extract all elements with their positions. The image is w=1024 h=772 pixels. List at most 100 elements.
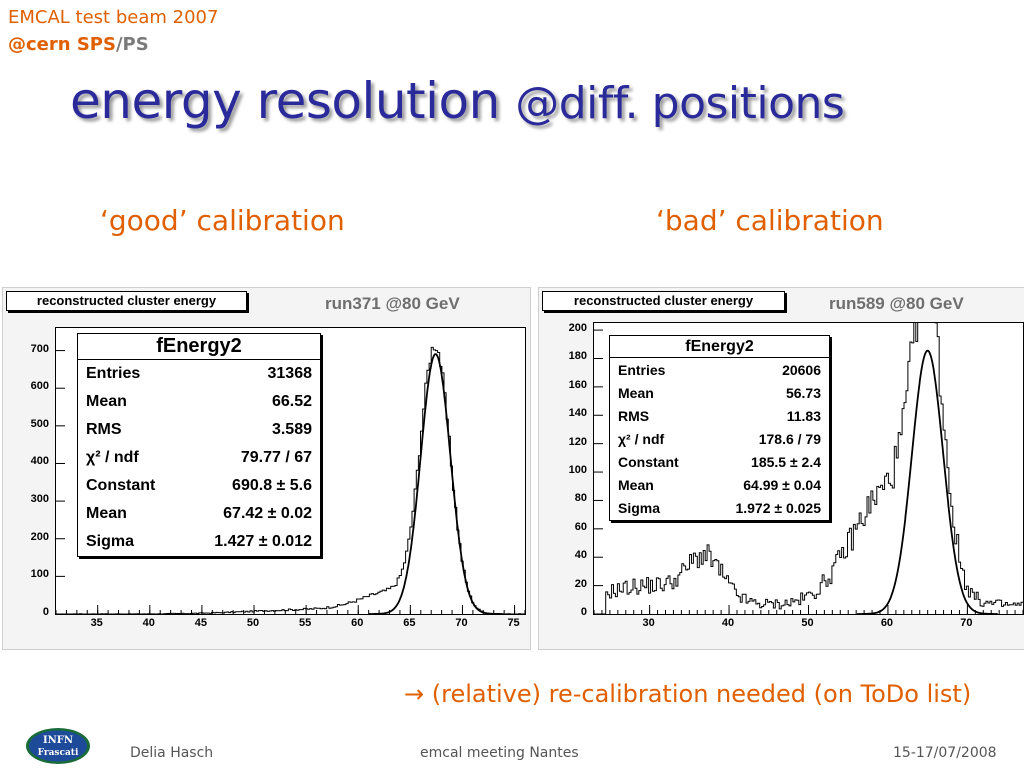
stats-value: 67.42 ± 0.02 [223, 505, 312, 522]
stats-row: χ² / ndf 79.77 / 67 [78, 444, 320, 472]
stats-label: Constant [86, 477, 156, 494]
header-line1: EMCAL test beam 2007 [8, 7, 219, 28]
gaussian-fit-curve [368, 353, 503, 614]
header-line2: @cern SPS/PS [8, 34, 149, 55]
logo-text-frascati: Frascati [38, 748, 79, 758]
header-sep: / [115, 34, 123, 55]
stats-label: Entries [618, 361, 666, 378]
gaussian-fit-curve [857, 349, 998, 614]
y-tick-label: 0 [580, 606, 587, 618]
footer-date: 15-17/07/2008 [893, 745, 997, 761]
stats-label: Mean [86, 393, 127, 410]
header-ps: PS [122, 34, 149, 55]
x-tick-label: 45 [194, 617, 208, 629]
y-tick-label: 120 [568, 435, 587, 448]
y-tick-label: 0 [42, 606, 49, 618]
stats-row: Mean 64.99 ± 0.04 [610, 473, 829, 496]
x-tick-label: 60 [880, 617, 894, 629]
right-hist-title: reconstructed cluster energy [542, 291, 785, 311]
right-heading: ‘bad’ calibration [656, 204, 884, 237]
stats-row: RMS 11.83 [610, 404, 829, 427]
header-cern-sps: @cern SPS [8, 34, 116, 55]
stats-row: Entries 31368 [78, 360, 320, 388]
stats-label: Mean [618, 476, 654, 493]
y-tick-label: 140 [568, 407, 587, 420]
stats-label: χ² / ndf [86, 449, 139, 466]
left-hist-title: reconstructed cluster energy [6, 291, 247, 311]
y-tick-label: 600 [30, 380, 49, 393]
right-stats-table: Entries 20606 Mean 56.73 RMS 11.83 χ² / ndf 178… [610, 358, 829, 519]
title-small: @diff. positions [515, 78, 845, 129]
x-tick-label: 40 [142, 617, 155, 629]
histogram-bins [594, 323, 1023, 614]
stats-row: Sigma 1.427 ± 0.012 [78, 528, 320, 556]
stats-row: Sigma 1.972 ± 0.025 [610, 496, 829, 519]
logo-text-infn: INFN [43, 735, 73, 746]
left-stats-title: fEnergy2 [78, 334, 320, 360]
slide-title: energy resolution @diff. positions [70, 72, 845, 130]
stats-value: 56.73 [785, 384, 821, 401]
x-tick-label: 40 [721, 617, 735, 629]
stats-row: Mean 66.52 [78, 388, 320, 416]
histogram-svg [594, 323, 1023, 614]
stats-value: 64.99 ± 0.04 [743, 476, 821, 493]
stats-label: Mean [618, 384, 654, 401]
y-tick-label: 40 [574, 549, 587, 562]
stats-row: Mean 67.42 ± 0.02 [78, 500, 320, 528]
x-tick-label: 50 [246, 617, 260, 629]
y-tick-label: 200 [30, 530, 49, 543]
x-tick-label: 70 [960, 617, 973, 629]
x-tick-label: 30 [642, 617, 655, 629]
y-tick-label: 400 [30, 455, 49, 468]
stats-row: Entries 20606 [610, 358, 829, 381]
stats-label: RMS [618, 407, 650, 424]
right-stats-box: fEnergy2 Entries 20606 Mean 56.73 RMS 11.83 χ²… [609, 335, 830, 521]
left-run-label: run371 @80 GeV [325, 294, 460, 313]
stats-value: 20606 [782, 361, 821, 378]
stats-value: 185.5 ± 2.4 [751, 453, 821, 470]
y-tick-label: 160 [568, 378, 587, 391]
title-main: energy resolution [70, 72, 516, 130]
right-stats-title: fEnergy2 [610, 336, 829, 358]
histogram-svg [56, 346, 525, 614]
stats-value: 690.8 ± 5.6 [232, 477, 312, 494]
stats-value: 66.52 [271, 393, 312, 410]
x-tick-label: 50 [801, 617, 814, 629]
x-tick-label: 65 [403, 617, 416, 629]
y-tick-label: 60 [574, 520, 587, 533]
x-tick-label: 70 [455, 617, 468, 629]
y-tick-label: 500 [30, 417, 49, 430]
y-tick-label: 20 [574, 577, 587, 590]
stats-row: Constant 185.5 ± 2.4 [610, 450, 829, 473]
left-heading: ‘good’ calibration [100, 204, 345, 237]
stats-label: RMS [86, 421, 122, 438]
stats-label: χ² / ndf [618, 430, 665, 447]
left-stats-box: fEnergy2 Entries 31368 Mean 66.52 RMS 3.589 χ²… [77, 333, 321, 557]
recalibration-note: → (relative) re-calibration needed (on T… [404, 680, 972, 708]
stats-label: Sigma [86, 533, 135, 550]
stats-value: 31368 [267, 365, 313, 382]
stats-value: 79.77 / 67 [240, 449, 312, 466]
right-run-label: run589 @80 GeV [829, 294, 964, 313]
footer-author: Delia Hasch [130, 745, 214, 761]
stats-value: 178.6 / 79 [758, 430, 821, 447]
stats-row: χ² / ndf 178.6 / 79 [610, 427, 829, 450]
y-tick-label: 100 [30, 568, 49, 581]
y-tick-label: 180 [568, 350, 587, 363]
y-tick-label: 80 [574, 492, 587, 505]
y-tick-label: 700 [30, 342, 49, 355]
stats-value: 1.972 ± 0.025 [735, 499, 821, 516]
infn-frascati-logo: INFN Frascati [24, 724, 92, 768]
stats-row: Constant 690.8 ± 5.6 [78, 472, 320, 500]
left-stats-table: Entries 31368 Mean 66.52 RMS 3.589 χ² / ndf 79.… [78, 360, 320, 556]
stats-row: Mean 56.73 [610, 381, 829, 404]
x-tick-label: 60 [351, 617, 364, 629]
stats-label: Constant [618, 453, 679, 470]
stats-row: RMS 3.589 [78, 416, 320, 444]
stats-value: 1.427 ± 0.012 [214, 533, 312, 550]
x-tick-label: 55 [299, 617, 312, 629]
y-tick-label: 100 [568, 464, 587, 477]
y-tick-label: 300 [30, 493, 49, 506]
x-tick-label: 75 [507, 617, 520, 629]
footer-meeting: emcal meeting Nantes [420, 745, 579, 761]
